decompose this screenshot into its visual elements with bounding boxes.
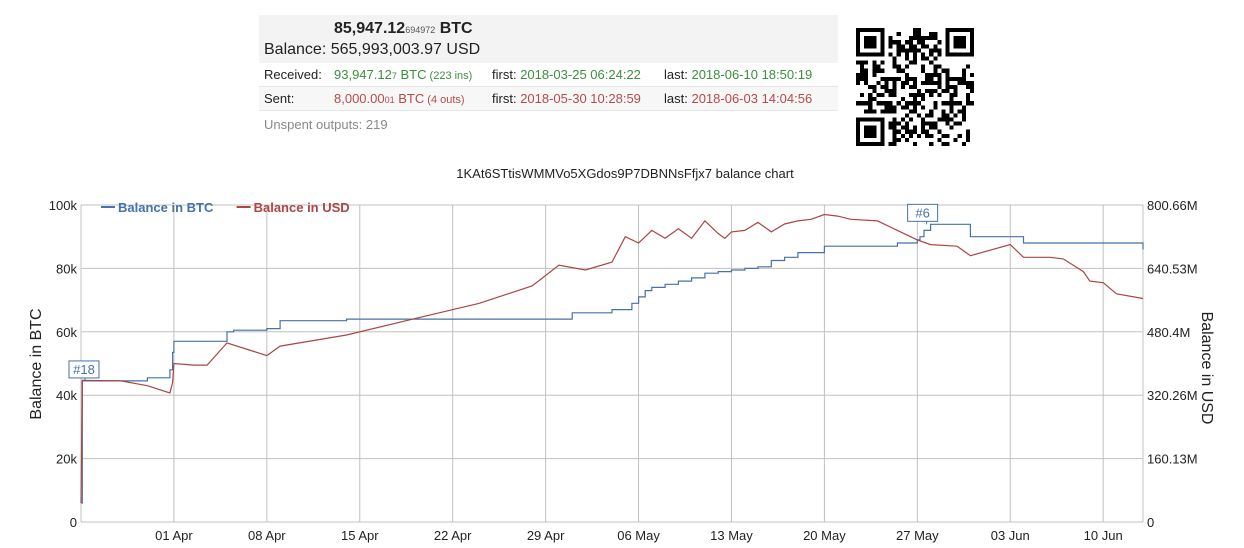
flag-label: #6 — [915, 205, 929, 220]
received-last: 2018-06-10 18:50:19 — [691, 67, 813, 82]
x-tick-label: 20 May — [803, 528, 846, 543]
x-tick-label: 15 Apr — [341, 528, 379, 543]
y-tick-label-left: 40k — [56, 388, 77, 403]
received-row: Received: 93,947.127 BTC (223 ins) first: … — [259, 63, 838, 87]
balance-btc: 85,947.12694972 BTC — [264, 19, 833, 40]
y-tick-label-right: 640.53M — [1147, 261, 1198, 276]
y-tick-label-left: 60k — [56, 325, 77, 340]
x-tick-label: 06 May — [617, 528, 660, 543]
received-last-label: last: — [664, 67, 688, 82]
balance-chart: 1KAt6STtisWMMVo5XGdos9P7DBNNsFfjx7 balan… — [28, 166, 1215, 543]
balance-btc-unit: BTC — [439, 20, 473, 37]
y-tick-label-right: 160.13M — [1147, 452, 1198, 467]
y-axis-label-left: Balance in BTC — [28, 308, 45, 419]
chart-axes: 0 0 20k 160.13M 40k 320.26M 60k 480.4M 80k 640.53… — [49, 198, 1198, 543]
x-tick-label: 29 Apr — [527, 528, 565, 543]
received-amount: 93,947.127 BTC (223 ins) — [334, 63, 492, 88]
chart-series — [80, 213, 1144, 504]
sent-last-label: last: — [664, 91, 688, 106]
x-tick-label: 08 Apr — [248, 528, 286, 543]
y-tick-label-right: 320.26M — [1147, 388, 1198, 403]
received-first: 2018-03-25 06:24:22 — [520, 67, 641, 82]
series-line-btc — [81, 223, 1144, 504]
y-tick-label-left: 20k — [56, 452, 77, 467]
y-tick-label-left: 80k — [56, 261, 77, 276]
received-amount-main: 93,947.12 — [334, 67, 392, 82]
received-amount-unit: BTC — [396, 67, 427, 82]
balance-label: Balance: — [264, 41, 327, 58]
x-tick-label: 10 Jun — [1084, 528, 1123, 543]
balance-usd-line: Balance: 565,993,003.97 USD — [264, 40, 833, 60]
sent-amount-main: 8,000.00 — [334, 91, 385, 106]
balance-usd: 565,993,003.97 USD — [330, 41, 481, 58]
balance-btc-main: 85,947.12 — [334, 20, 406, 37]
x-tick-label: 01 Apr — [155, 528, 193, 543]
flag-box — [907, 203, 939, 222]
sent-last: 2018-06-03 14:04:56 — [691, 91, 813, 106]
legend-item[interactable]: Balance in BTC — [118, 200, 214, 215]
x-tick-label: 03 Jun — [991, 528, 1030, 543]
legend-item[interactable]: Balance in USD — [254, 200, 350, 215]
series-line-usd — [80, 213, 1144, 504]
qr-code — [856, 28, 974, 146]
address-summary: 85,947.12694972 BTC Balance: 565,993,003… — [259, 15, 838, 138]
balance-header: 85,947.12694972 BTC Balance: 565,993,003… — [259, 15, 838, 63]
y-tick-label-left: 100k — [49, 198, 78, 213]
sent-amount: 8,000.0001 BTC (4 outs) — [334, 87, 492, 112]
flag-label: #18 — [73, 362, 95, 377]
sent-amount-unit: BTC — [394, 91, 425, 106]
flag-box — [68, 360, 100, 379]
sent-count: (4 outs) — [424, 94, 465, 106]
received-label: Received: — [264, 67, 322, 82]
chart-flags: #18 #6 — [68, 203, 939, 381]
y-axis-label-right: Balance in USD — [1198, 312, 1215, 425]
balance-btc-small: 694972 — [405, 25, 436, 35]
unspent-outputs: Unspent outputs: 219 — [264, 117, 388, 132]
chart-grid — [81, 204, 1143, 522]
x-tick-label: 13 May — [710, 528, 753, 543]
y-tick-label-right: 480.4M — [1147, 325, 1190, 340]
y-tick-label-right: 800.66M — [1147, 198, 1198, 213]
sent-row: Sent: 8,000.0001 BTC (4 outs) first: 2018-… — [259, 87, 838, 111]
y-tick-label-right: 0 — [1147, 515, 1154, 530]
sent-amount-small: 01 — [384, 95, 395, 105]
sent-label: Sent: — [264, 91, 295, 106]
chart-legend[interactable]: Balance in BTC Balance in USD — [101, 200, 350, 215]
sent-first: 2018-05-30 10:28:59 — [520, 91, 641, 106]
x-tick-label: 22 Apr — [434, 528, 472, 543]
chart-title: 1KAt6STtisWMMVo5XGdos9P7DBNNsFfjx7 balan… — [456, 166, 794, 181]
received-first-label: first: — [492, 67, 517, 82]
sent-first-label: first: — [492, 91, 517, 106]
received-count: (223 ins) — [426, 70, 473, 82]
received-amount-small: 7 — [391, 71, 397, 81]
x-tick-label: 27 May — [896, 528, 939, 543]
y-tick-label-left: 0 — [70, 515, 77, 530]
